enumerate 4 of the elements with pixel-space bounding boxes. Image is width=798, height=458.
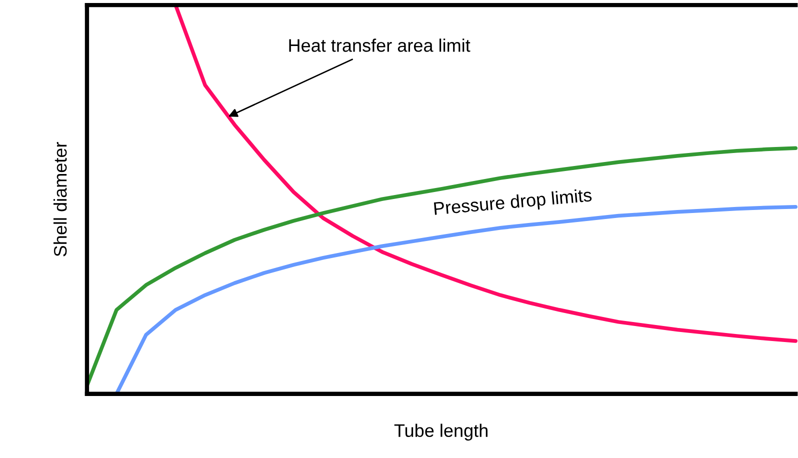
x-axis-title: Tube length	[394, 424, 488, 441]
annotation: Pressure drop limits	[434, 188, 592, 219]
y-axis-title: Shell diameter	[53, 142, 67, 256]
annotation: Heat transfer area limit	[289, 38, 470, 52]
